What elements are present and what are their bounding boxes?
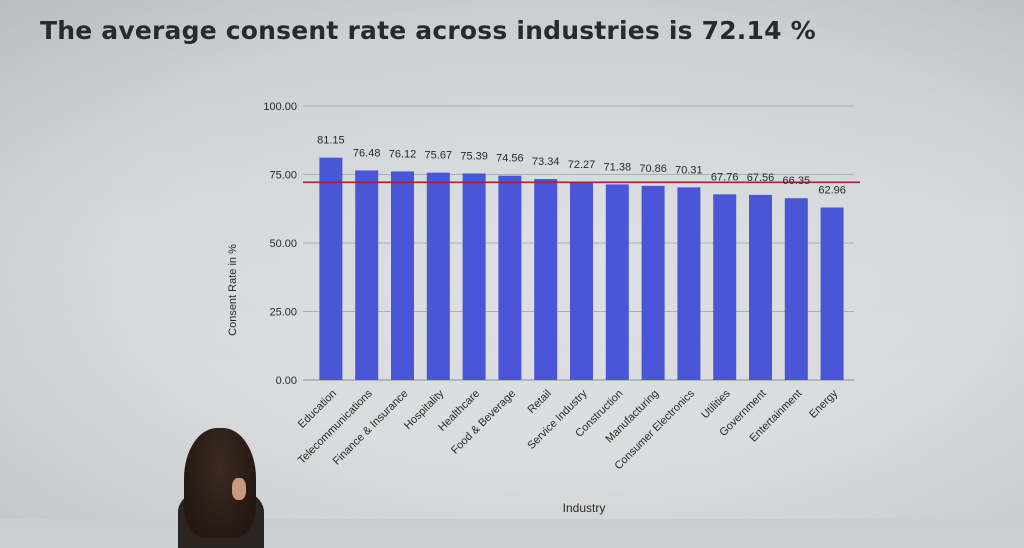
slide-headline: The average consent rate across industri… <box>40 16 816 45</box>
bar <box>391 171 414 380</box>
bar <box>784 198 808 380</box>
bar <box>462 173 486 380</box>
bar-value-label: 73.34 <box>532 156 560 168</box>
x-tick-label: Energy <box>807 387 840 420</box>
x-tick-label: Food & Beverage <box>449 388 518 457</box>
presenter-silhouette <box>178 428 268 548</box>
bar <box>677 187 701 380</box>
bar <box>570 181 593 380</box>
bar <box>605 184 629 380</box>
y-tick-label: 100.00 <box>263 101 297 113</box>
x-axis-title: Industry <box>563 501 606 515</box>
bar <box>820 207 844 380</box>
y-tick-label: 25.00 <box>269 307 297 319</box>
bar-value-label: 74.56 <box>496 153 524 165</box>
y-axis-title: Consent Rate in % <box>227 244 239 336</box>
y-axis-ticks: 0.00 25.00 50.00 75.00 100.00 <box>263 101 297 387</box>
bar <box>749 194 772 380</box>
bar-value-label: 66.35 <box>783 175 811 187</box>
value-labels: 81.15 76.48 76.12 75.67 75.39 74.56 73.34 72.27… <box>317 135 846 197</box>
bar-value-label: 72.27 <box>568 159 596 171</box>
y-tick-label: 0.00 <box>276 375 297 387</box>
bar-value-label: 62.96 <box>818 184 846 196</box>
bar-value-label: 67.56 <box>747 172 775 184</box>
bar-value-label: 75.39 <box>460 150 488 162</box>
bar <box>426 172 450 380</box>
bars <box>319 157 844 380</box>
bar-value-label: 71.38 <box>604 161 632 173</box>
bar <box>641 185 665 380</box>
bar <box>498 175 522 380</box>
bar-value-label: 70.31 <box>675 164 703 176</box>
bar-value-label: 70.86 <box>639 163 667 175</box>
bar-value-label: 75.67 <box>425 150 453 162</box>
bar <box>355 170 379 380</box>
bar <box>713 194 737 380</box>
bar <box>319 157 343 380</box>
bar-value-label: 76.48 <box>353 147 381 159</box>
y-tick-label: 75.00 <box>269 170 297 182</box>
bar-chart: 0.00 25.00 50.00 75.00 100.00 81.15 76.48 76.1… <box>227 101 860 515</box>
bar <box>534 179 558 380</box>
x-tick-label: Retail <box>525 388 553 416</box>
y-tick-label: 50.00 <box>269 238 297 250</box>
bar-value-label: 67.76 <box>711 171 739 183</box>
bar-value-label: 81.15 <box>317 135 345 147</box>
x-tick-label: Utilities <box>699 387 733 421</box>
bar-value-label: 76.12 <box>389 148 417 160</box>
